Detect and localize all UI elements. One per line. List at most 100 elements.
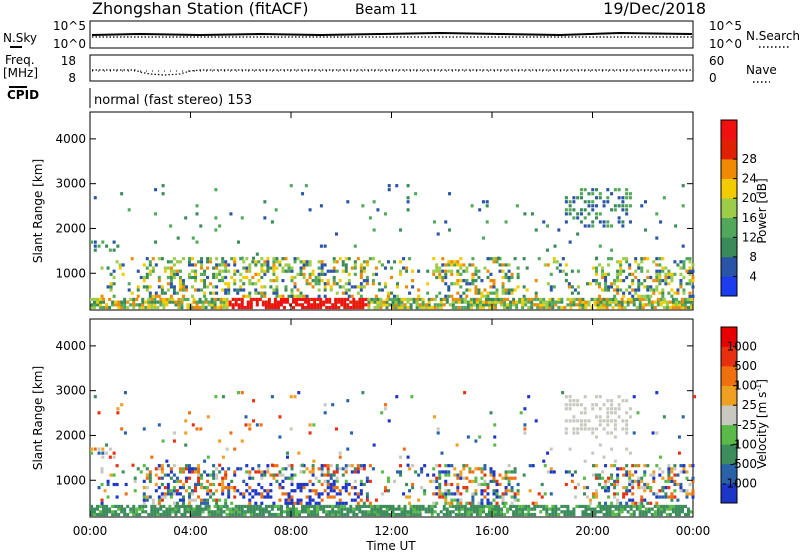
velocity-cell xyxy=(610,411,614,415)
velocity-cell xyxy=(475,510,479,514)
power-cell xyxy=(504,291,508,295)
velocity-cell xyxy=(459,492,463,496)
velocity-cell xyxy=(162,504,166,509)
velocity-cell xyxy=(483,495,487,499)
velocity-cell xyxy=(418,510,422,514)
velocity-cell xyxy=(510,470,514,474)
power-cell xyxy=(661,266,665,270)
velocity-cell xyxy=(456,473,460,477)
velocity-cell xyxy=(97,411,101,415)
power-cell xyxy=(96,303,100,307)
velocity-cell xyxy=(281,467,285,471)
power-cell xyxy=(206,257,210,261)
power-cell xyxy=(359,275,363,280)
velocity-cell xyxy=(394,507,398,511)
power-cell xyxy=(156,300,160,304)
velocity-cell xyxy=(480,476,484,480)
velocity-cell xyxy=(444,482,448,487)
velocity-cell xyxy=(341,501,345,505)
power-cell xyxy=(634,291,638,295)
power-cell xyxy=(115,260,119,264)
velocity-cell xyxy=(583,427,587,431)
power-cell xyxy=(456,269,460,273)
velocity-cell xyxy=(169,495,173,499)
power-cell xyxy=(469,300,473,304)
power-cell xyxy=(685,282,689,286)
power-cell xyxy=(570,269,574,273)
velocity-cell xyxy=(469,512,473,517)
velocity-cell xyxy=(480,482,484,487)
power-cell xyxy=(191,257,195,261)
velocity-cell xyxy=(183,510,187,514)
power-cell xyxy=(367,303,371,307)
power-cell xyxy=(168,300,172,304)
velocity-cell xyxy=(560,504,564,509)
velocity-cell xyxy=(625,473,629,477)
power-cell xyxy=(90,305,93,310)
velocity-cell xyxy=(677,435,681,439)
velocity-cell xyxy=(444,501,448,505)
power-cell xyxy=(319,303,323,307)
velocity-cell xyxy=(99,510,103,514)
power-cell xyxy=(174,303,178,307)
velocity-cell xyxy=(617,507,621,511)
power-cell xyxy=(478,300,482,304)
velocity-cell xyxy=(258,510,262,514)
velocity-cell xyxy=(320,492,324,496)
power-cell xyxy=(608,303,612,307)
power-cell xyxy=(459,266,463,270)
velocity-cell xyxy=(326,479,330,483)
velocity-cell xyxy=(376,504,380,509)
power-cell xyxy=(546,263,550,267)
power-cell xyxy=(595,269,599,273)
power-cell xyxy=(484,297,488,302)
power-cell xyxy=(510,288,514,292)
velocity-cell xyxy=(216,512,220,517)
power-cell xyxy=(395,184,399,188)
velocity-cell xyxy=(240,510,244,514)
velocity-cell xyxy=(120,510,124,514)
velocity-cell xyxy=(338,498,342,502)
power-cell xyxy=(616,269,620,273)
velocity-cell xyxy=(365,479,369,483)
power-cell xyxy=(619,266,623,270)
velocity-cell xyxy=(281,473,285,477)
velocity-cell xyxy=(625,423,629,427)
velocity-cell xyxy=(248,423,252,427)
velocity-cell xyxy=(317,467,321,471)
velocity-cell xyxy=(572,512,576,517)
power-cell xyxy=(254,291,258,295)
velocity-cell xyxy=(316,507,320,511)
velocity-cell xyxy=(347,492,351,496)
velocity-cell xyxy=(432,415,436,419)
velocity-cell xyxy=(334,512,338,517)
velocity-cell xyxy=(133,476,137,480)
power-cell xyxy=(616,285,620,289)
power-cell xyxy=(338,285,342,289)
velocity-cell xyxy=(685,489,689,493)
power-cell xyxy=(658,272,662,276)
power-cell xyxy=(459,285,463,289)
velocity-cell xyxy=(462,476,466,480)
power-cell xyxy=(346,200,350,204)
velocity-cell xyxy=(191,423,195,427)
power-cell xyxy=(405,285,409,289)
power-cell xyxy=(438,266,442,270)
power-cell xyxy=(397,300,401,304)
velocity-cell xyxy=(507,476,511,480)
velocity-colorbar-segment xyxy=(721,463,737,484)
power-cell xyxy=(510,275,514,280)
velocity-cell xyxy=(325,504,329,509)
velocity-cell xyxy=(682,489,686,493)
power-cell xyxy=(459,257,463,261)
velocity-cell xyxy=(206,489,210,493)
power-cell xyxy=(524,300,528,304)
power-cell xyxy=(391,303,395,307)
velocity-cell xyxy=(451,504,455,509)
power-cell xyxy=(649,275,653,280)
velocity-cell xyxy=(667,467,671,471)
velocity-cell xyxy=(646,482,650,487)
velocity-cell xyxy=(292,510,296,514)
power-cell xyxy=(362,260,366,264)
power-cell xyxy=(501,285,505,289)
